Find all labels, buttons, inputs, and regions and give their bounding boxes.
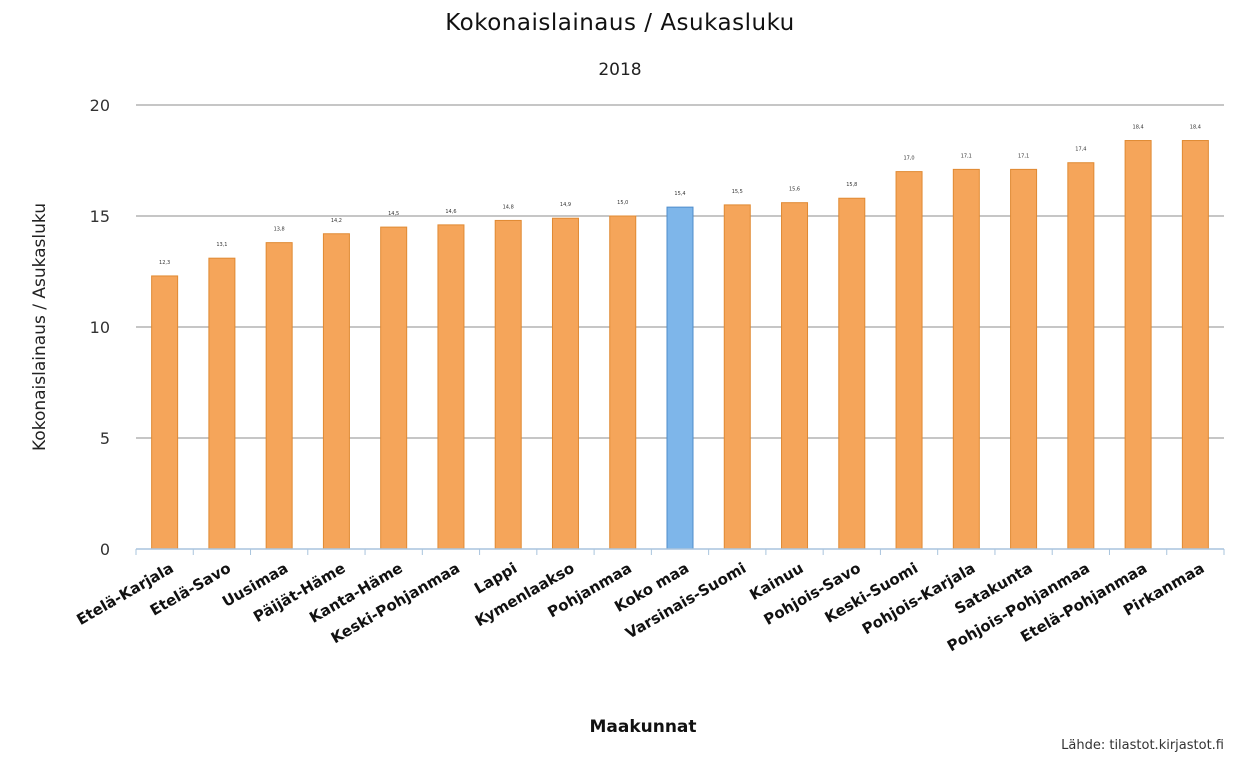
bar [838,197,866,550]
bar [265,242,293,550]
bar [781,202,809,550]
data-label: 17,0 [903,156,914,162]
data-label: 15,8 [846,182,857,188]
bar [208,257,236,550]
bar [1181,140,1209,550]
y-tick-label: 5 [100,429,110,448]
bar [952,168,980,550]
y-tick-label: 15 [90,207,110,226]
data-label: 15,6 [789,187,800,193]
bars [151,140,1209,550]
data-label: 15,4 [674,191,685,197]
chart-title: Kokonaislainaus / Asukasluku [445,10,795,36]
y-tick-label: 10 [90,318,110,337]
data-label: 13,1 [216,242,227,248]
data-label: 15,0 [617,200,628,206]
bar [895,171,923,550]
x-tick-label: Kymenlaakso [472,559,578,630]
data-label: 17,1 [1018,153,1029,159]
bar [380,226,408,550]
axes: 05101520Etelä-KarjalaEtelä-SavoUusimaaPä… [73,96,1225,655]
data-label: 13,8 [274,227,285,233]
bar [666,206,694,550]
bar [437,224,465,550]
x-axis-title: Maakunnat [589,717,696,737]
data-label: 12,3 [159,260,170,266]
data-label: 14,5 [388,211,399,217]
x-tick-label: Etelä-Karjala [73,559,176,629]
data-label: 17,1 [961,153,972,159]
data-label: 14,6 [445,209,456,215]
y-tick-label: 0 [100,540,110,559]
source-note: Lähde: tilastot.kirjastot.fi [1061,738,1224,753]
data-label: 18,4 [1133,125,1144,131]
data-label: 15,5 [732,189,743,195]
data-label: 14,9 [560,202,571,208]
data-labels: 12,3 13,1 13,8 14,2 14,5 14,6 14,8 14,9 15,0 15,4… [159,125,1201,266]
bar [1067,162,1095,550]
data-label: 18,4 [1190,125,1201,131]
bar [723,204,751,550]
bar [609,215,637,550]
y-tick-label: 20 [90,96,110,115]
data-label: 14,2 [331,218,342,224]
data-label: 14,8 [503,204,514,210]
bar [494,219,522,550]
chart-subtitle: 2018 [598,60,642,80]
bar [151,275,179,550]
x-tick-label: Pohjois-Savo [761,559,864,629]
y-axis-title: Kokonaislainaus / Asukasluku [30,203,50,451]
bar [322,233,350,550]
bar [551,217,579,550]
bar [1010,168,1038,550]
data-label: 17,4 [1075,147,1086,153]
bar [1124,140,1152,550]
